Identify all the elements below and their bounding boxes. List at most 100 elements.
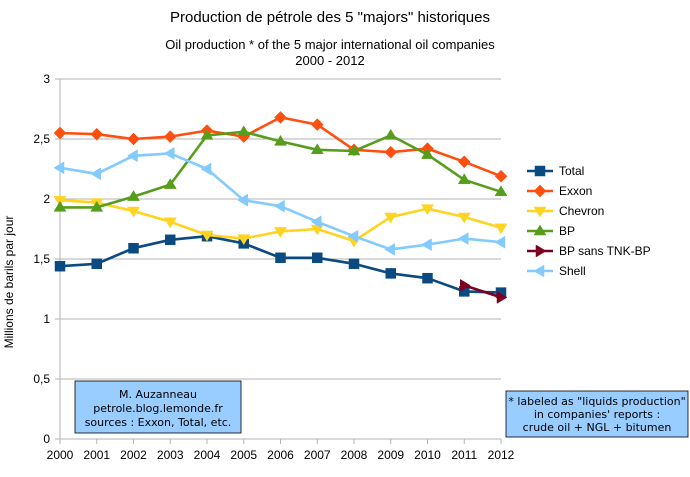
data-point-total <box>422 272 433 284</box>
data-point-shell <box>200 162 212 176</box>
credit-box: M. Auzanneau petrole.blog.lemonde.fr sou… <box>74 380 242 434</box>
data-point-total <box>165 234 176 246</box>
data-point-chevron <box>163 217 177 229</box>
data-point-chevron <box>127 206 140 218</box>
legend-marker-total <box>534 165 546 177</box>
credit-line-2: petrole.blog.lemonde.fr <box>93 402 223 415</box>
legend: Total Exxon Chevron BP BP sans TNK-BP Shell <box>527 164 651 278</box>
chart-subtitle-line2: 2000 - 2012 <box>295 53 364 68</box>
data-point-bp-sans-tnk-bp <box>460 278 471 292</box>
data-point-total <box>91 258 102 270</box>
legend-marker-bp <box>533 224 547 236</box>
legend-item-bp: BP <box>527 224 575 238</box>
data-point-chevron <box>200 230 214 242</box>
data-point-chevron <box>237 234 251 246</box>
data-point-bp <box>384 128 398 140</box>
x-tick-label: 2001 <box>83 448 110 462</box>
legend-item-exxon: Exxon <box>527 184 592 198</box>
data-point-exxon <box>163 130 177 143</box>
x-tick-label: 2012 <box>488 448 515 462</box>
series-line-exxon <box>59 116 502 178</box>
legend-label-bp-sans-tnk-bp: BP sans TNK-BP <box>559 244 651 258</box>
data-point-chevron <box>384 212 398 224</box>
x-tick-label: 2003 <box>157 448 184 462</box>
data-point-shell <box>421 238 432 252</box>
data-point-exxon <box>310 118 324 131</box>
legend-item-chevron: Chevron <box>527 204 604 218</box>
series-line-bp-sans-tnk-bp <box>463 284 502 299</box>
y-tick-label: 0 <box>43 432 50 446</box>
x-tick-label: 2009 <box>377 448 404 462</box>
legend-item-total: Total <box>527 164 584 178</box>
footnote-line-3: crude oil + NGL + bitumen <box>523 421 672 434</box>
legend-label-chevron: Chevron <box>559 204 604 218</box>
data-point-bp <box>274 134 287 146</box>
y-tick-label: 2,5 <box>33 132 50 146</box>
data-point-bp <box>163 178 177 189</box>
data-point-exxon <box>274 111 287 124</box>
legend-item-shell: Shell <box>527 264 586 278</box>
chart-title: Production de pétrole des 5 "majors" his… <box>170 9 490 26</box>
data-point-bp <box>494 185 508 197</box>
y-tick-label: 0,5 <box>33 372 50 386</box>
legend-item-bp-sans-tnk-bp: BP sans TNK-BP <box>527 244 651 258</box>
series-bp <box>53 125 508 212</box>
series-exxon <box>53 111 508 183</box>
x-tick-label: 2007 <box>304 448 331 462</box>
data-point-bp <box>237 125 251 137</box>
data-point-bp <box>347 144 361 156</box>
footnote-box: * labeled as "liquids production" in com… <box>505 390 689 438</box>
x-tick-label: 2000 <box>47 448 74 462</box>
data-point-exxon <box>384 145 398 159</box>
data-point-bp <box>200 128 214 140</box>
series-layer <box>53 111 508 304</box>
x-tick-label: 2008 <box>341 448 368 462</box>
x-axis-ticks: 2000 2001 2002 2003 2004 2005 2006 2007 2008 2009… <box>47 439 515 462</box>
data-point-shell <box>163 146 175 160</box>
data-point-chevron <box>494 223 508 235</box>
data-point-total <box>385 268 396 279</box>
series-shell <box>53 146 506 256</box>
chart-subtitle-line1: Oil production * of the 5 major internat… <box>165 37 495 52</box>
legend-marker-exxon <box>533 184 547 198</box>
x-tick-label: 2011 <box>451 448 477 462</box>
x-tick-label: 2006 <box>267 448 294 462</box>
x-tick-label: 2005 <box>230 448 257 462</box>
x-tick-label: 2004 <box>194 448 221 462</box>
x-tick-label: 2002 <box>120 448 147 462</box>
legend-label-total: Total <box>559 164 584 178</box>
data-point-bp <box>53 200 67 212</box>
data-point-bp <box>421 148 434 159</box>
data-point-shell <box>384 242 395 256</box>
legend-marker-shell <box>533 264 545 278</box>
data-point-chevron <box>457 212 471 224</box>
data-point-bp <box>457 173 471 185</box>
data-point-shell <box>53 161 65 175</box>
y-axis-ticks: 0 0,5 1 1,5 2 2,5 3 <box>33 72 50 446</box>
legend-marker-chevron <box>533 206 547 218</box>
data-point-total <box>54 260 66 272</box>
series-total <box>54 230 507 298</box>
legend-label-shell: Shell <box>559 264 586 278</box>
data-point-shell <box>310 215 322 229</box>
footnote-line-2: in companies' reports : <box>534 408 660 421</box>
data-point-exxon <box>457 155 471 169</box>
data-point-bp <box>90 200 104 212</box>
data-point-shell <box>347 229 359 243</box>
data-point-shell <box>237 193 248 207</box>
x-tick-label: 2010 <box>414 448 441 462</box>
data-point-shell <box>457 232 469 246</box>
data-point-bp <box>127 190 140 201</box>
series-chevron <box>53 195 508 248</box>
data-point-shell <box>127 149 138 163</box>
data-point-exxon <box>90 127 104 141</box>
y-tick-label: 1 <box>43 312 50 326</box>
credit-line-3: sources : Exxon, Total, etc. <box>85 416 232 429</box>
data-point-bp <box>310 143 324 155</box>
data-point-shell <box>274 199 285 213</box>
footnote-line-1: * labeled as "liquids production" <box>508 395 685 408</box>
data-point-bp-sans-tnk-bp <box>496 290 508 304</box>
y-tick-label: 3 <box>43 72 50 86</box>
data-point-total <box>128 242 139 254</box>
